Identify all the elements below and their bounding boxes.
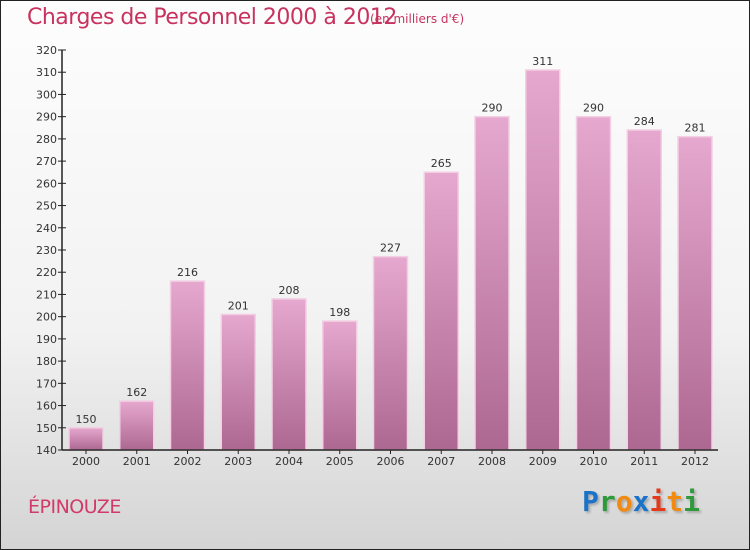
y-tick-label: 170 [36, 377, 57, 390]
data-label: 290 [583, 102, 604, 115]
bar [525, 69, 561, 451]
bar [677, 135, 713, 451]
x-tick-label: 2000 [72, 455, 100, 468]
bar [423, 171, 459, 451]
data-label: 216 [177, 266, 198, 279]
y-tick-label: 290 [36, 111, 57, 124]
y-tick-label: 250 [36, 200, 57, 213]
x-tick-label: 2007 [427, 455, 455, 468]
data-label: 208 [279, 284, 300, 297]
bar [372, 255, 409, 451]
bar [220, 313, 256, 451]
bar [474, 115, 510, 451]
bar [322, 320, 358, 451]
x-tick-label: 2008 [478, 455, 506, 468]
y-tick-label: 220 [36, 266, 57, 279]
x-tick-label: 2004 [275, 455, 303, 468]
y-tick-label: 270 [36, 155, 57, 168]
x-tick-label: 2002 [174, 455, 202, 468]
x-tick-label: 2010 [580, 455, 608, 468]
y-tick-label: 200 [36, 311, 57, 324]
logo-letter: P [582, 485, 599, 518]
bar [68, 427, 104, 451]
y-tick-label: 310 [36, 66, 57, 79]
data-label: 198 [329, 306, 350, 319]
y-tick-label: 190 [36, 333, 57, 346]
logo-letter: t [666, 485, 684, 518]
y-tick-label: 150 [36, 422, 57, 435]
data-label: 265 [431, 157, 452, 170]
data-label: 150 [76, 413, 97, 426]
y-tick-label: 230 [36, 244, 57, 257]
logo-letter: i [683, 485, 701, 518]
data-label: 227 [380, 242, 401, 255]
data-label: 290 [482, 102, 503, 115]
x-tick-label: 2011 [630, 455, 658, 468]
x-tick-label: 2006 [377, 455, 405, 468]
data-label: 201 [228, 299, 249, 312]
y-tick-label: 300 [36, 88, 57, 101]
logo-letter: i [649, 485, 667, 518]
logo-letter: o [615, 485, 633, 518]
bar [169, 280, 206, 451]
y-tick-label: 160 [36, 400, 57, 413]
y-tick-label: 320 [36, 44, 57, 57]
data-label: 311 [532, 55, 553, 68]
data-label: 162 [126, 386, 147, 399]
y-tick-label: 140 [36, 444, 57, 457]
chart-subtitle: (en milliers d'€) [370, 12, 465, 26]
y-tick-label: 180 [36, 355, 57, 368]
proxiti-logo: Proxiti [582, 485, 700, 518]
data-label: 281 [685, 122, 706, 135]
bar [575, 115, 612, 451]
location-name: ÉPINOUZE [28, 496, 121, 518]
x-tick-label: 2005 [326, 455, 354, 468]
y-tick-label: 260 [36, 177, 57, 190]
x-tick-label: 2009 [529, 455, 557, 468]
y-tick-label: 210 [36, 288, 57, 301]
y-tick-label: 280 [36, 133, 57, 146]
x-tick-label: 2003 [224, 455, 252, 468]
logo-letter: r [598, 485, 616, 518]
bar [271, 298, 307, 451]
x-tick-label: 2012 [681, 455, 709, 468]
x-tick-label: 2001 [123, 455, 151, 468]
y-tick-label: 240 [36, 222, 57, 235]
data-label: 284 [634, 115, 655, 128]
bar [626, 129, 662, 451]
chart-title: Charges de Personnel 2000 à 2012 [27, 5, 397, 30]
logo-letter: x [632, 485, 650, 518]
bar [119, 400, 155, 451]
